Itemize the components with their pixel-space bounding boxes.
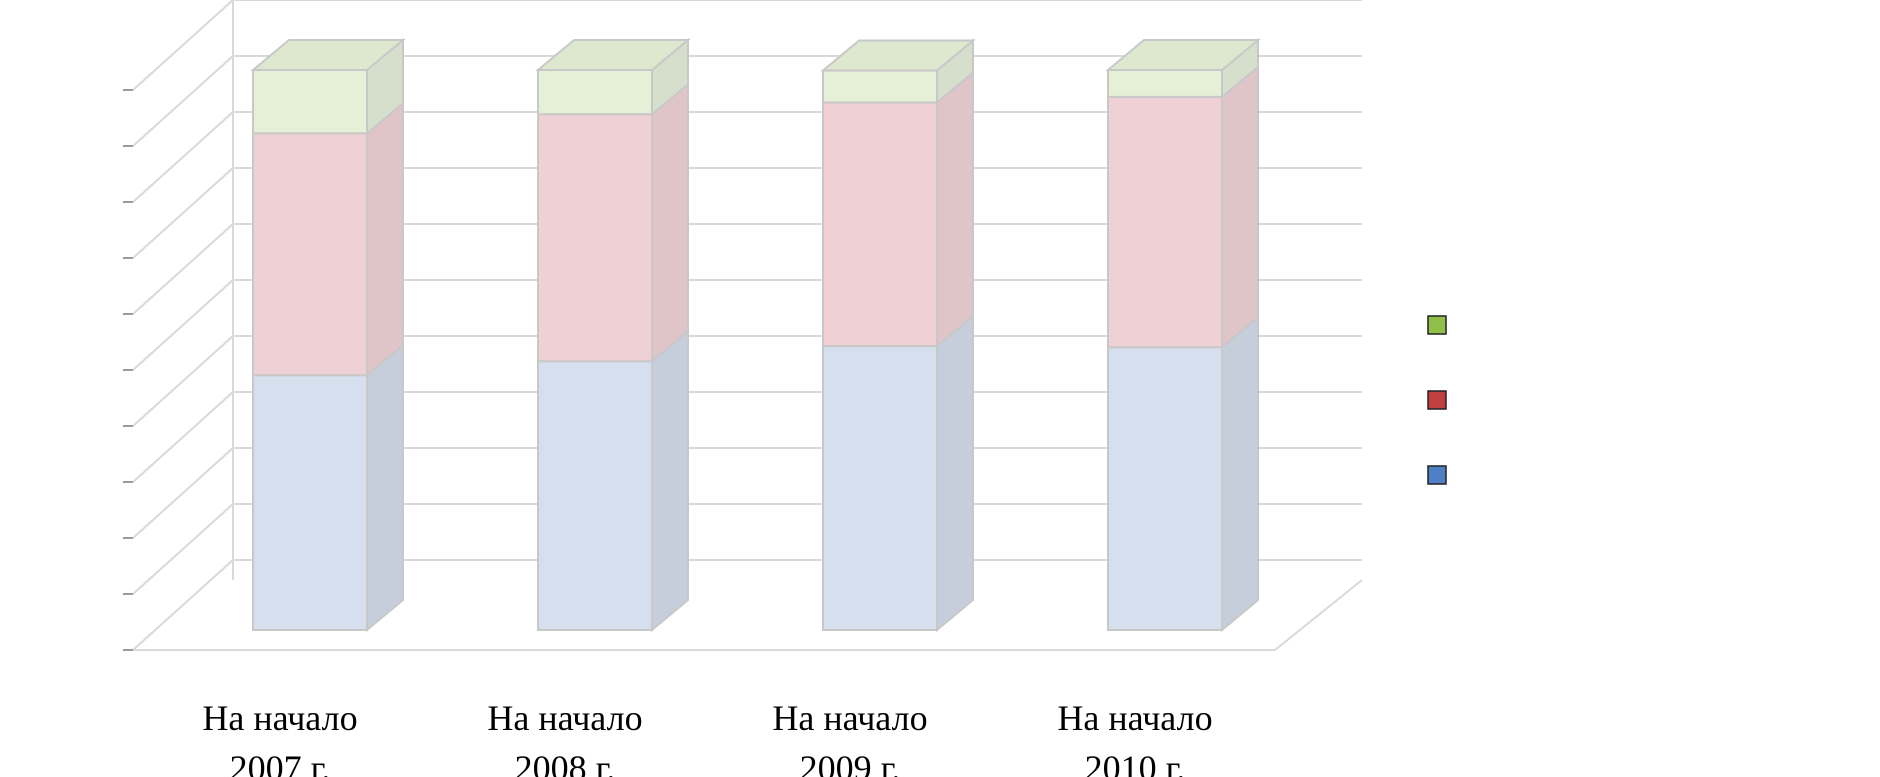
- bar-segment-top: [250, 39, 406, 71]
- bar-segment-side: [651, 82, 689, 364]
- x-category-label: 2010 г.: [1085, 748, 1186, 777]
- legend-swatch: [1427, 390, 1447, 410]
- bar-segment-front: [1107, 346, 1223, 631]
- bar-segment-side: [936, 313, 974, 633]
- gridline-side: [132, 111, 234, 203]
- gridline-side: [132, 279, 234, 371]
- bar-segment-front: [822, 101, 938, 348]
- bar-segment-front: [252, 132, 368, 377]
- x-category-label: На начало: [1057, 698, 1212, 738]
- bar-segment-front: [537, 113, 653, 363]
- bar-segment-top: [535, 39, 691, 71]
- gridline-side: [132, 391, 234, 483]
- bar-segment-front: [1107, 69, 1223, 98]
- gridline-side: [132, 167, 234, 259]
- bar-segment-front: [252, 374, 368, 632]
- gridline-side: [132, 55, 234, 147]
- bar-segment-side: [651, 329, 689, 633]
- legend-swatch: [1427, 315, 1447, 335]
- bar-segment-top: [1105, 39, 1261, 71]
- gridline-side: [132, 503, 234, 595]
- gridline-side: [132, 223, 234, 315]
- bar-segment-side: [366, 101, 404, 378]
- x-category-label: На начало: [772, 698, 927, 738]
- bar-segment-front: [252, 69, 368, 135]
- x-category-label: На начало: [202, 698, 357, 738]
- x-category-label: На начало: [487, 698, 642, 738]
- bar-segment-front: [822, 69, 938, 104]
- bar-segment-front: [1107, 95, 1223, 349]
- bar-segment-front: [537, 360, 653, 631]
- gridline-side: [132, 335, 234, 427]
- bar-segment-front: [822, 345, 938, 631]
- bar-segment-side: [366, 343, 404, 633]
- gridline-side: [132, 447, 234, 539]
- bar-segment-side: [1221, 315, 1259, 633]
- floor-edge: [133, 579, 1363, 651]
- bar-segment-top: [820, 39, 976, 72]
- bar-segment-front: [537, 69, 653, 116]
- x-category-label: 2007 г.: [230, 748, 331, 777]
- x-category-label: 2009 г.: [800, 748, 901, 777]
- gridline-side: [132, 0, 234, 91]
- gridline-side: [132, 559, 234, 651]
- x-category-label: 2008 г.: [515, 748, 616, 777]
- bar-segment-side: [936, 70, 974, 349]
- legend-swatch: [1427, 465, 1447, 485]
- bar-segment-side: [1221, 64, 1259, 350]
